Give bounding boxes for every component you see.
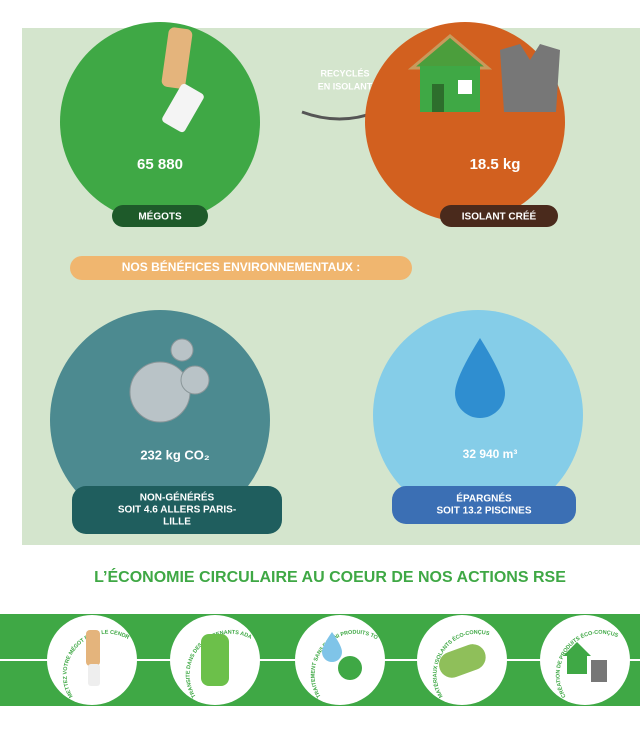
butts-circle xyxy=(60,22,260,222)
benefits-pill xyxy=(70,256,412,280)
step-icon xyxy=(88,664,100,686)
co2-label: NON-GÉNÉRÉS xyxy=(140,491,215,504)
step-icon xyxy=(567,656,587,674)
step-icon xyxy=(439,644,486,678)
butts-label: MÉGOTS xyxy=(138,210,182,223)
water-label: ÉPARGNÉS xyxy=(456,492,512,505)
water-label: SOIT 13.2 PISCINES xyxy=(436,506,531,517)
step-icon xyxy=(338,656,362,680)
bubbles-icon xyxy=(129,338,210,423)
step-icon xyxy=(591,660,607,682)
arrow-text: RECYCLÉS xyxy=(320,68,369,78)
cigarette-icon xyxy=(161,27,204,133)
step-icon xyxy=(201,634,229,686)
water-pill xyxy=(392,486,576,524)
drop-icon xyxy=(455,338,505,418)
step-icon xyxy=(86,630,100,666)
butts-pill xyxy=(112,205,208,227)
insulation-pill xyxy=(440,205,558,227)
arrow-text: EN ISOLANT xyxy=(318,81,373,91)
step-icon xyxy=(563,642,591,656)
co2-pill xyxy=(72,486,282,534)
step-circle xyxy=(295,615,385,705)
butts-value: 65 880 xyxy=(137,156,183,173)
insulation-label: ISOLANT CRÉÉ xyxy=(462,210,537,223)
benefits-title: NOS BÉNÉFICES ENVIRONNEMENTAUX : xyxy=(122,259,360,274)
circular-title: L’ÉCONOMIE CIRCULAIRE AU COEUR DE NOS AC… xyxy=(94,567,566,586)
vest-icon xyxy=(500,44,560,112)
house-icon xyxy=(407,34,493,112)
insulation-value: 18.5 kg xyxy=(470,156,521,173)
co2-value: 232 kg CO₂ xyxy=(140,447,210,462)
co2-label: SOIT 4.6 ALLERS PARIS- xyxy=(118,505,236,516)
co2-label: LILLE xyxy=(163,517,191,528)
water-value: 32 940 m³ xyxy=(463,447,518,461)
step-icon xyxy=(322,632,342,662)
